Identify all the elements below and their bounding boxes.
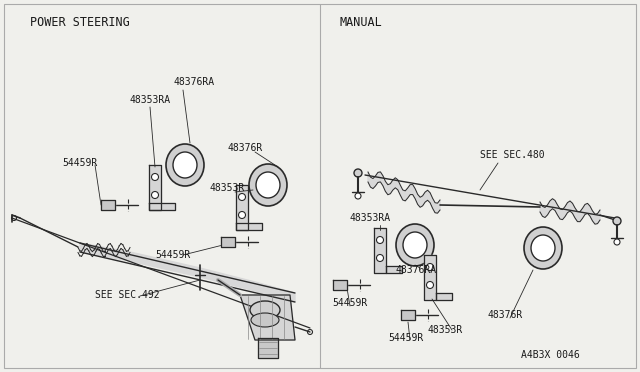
Ellipse shape [152,173,159,180]
Polygon shape [368,172,440,213]
Ellipse shape [173,152,197,178]
Ellipse shape [376,237,383,244]
Text: SEE SEC.480: SEE SEC.480 [480,150,545,160]
Text: POWER STEERING: POWER STEERING [30,16,130,29]
Polygon shape [386,266,402,273]
Text: 54459R: 54459R [332,298,367,308]
Text: 54459R: 54459R [388,333,423,343]
Polygon shape [236,223,262,230]
Text: 48376RA: 48376RA [173,77,214,87]
Ellipse shape [524,227,562,269]
Polygon shape [374,228,386,273]
Ellipse shape [426,263,433,270]
Polygon shape [236,185,248,230]
Ellipse shape [403,232,427,258]
Polygon shape [436,293,452,300]
Polygon shape [258,338,278,358]
Ellipse shape [354,169,362,177]
Ellipse shape [614,239,620,245]
Polygon shape [240,295,295,340]
Ellipse shape [106,202,111,208]
Text: 48353RA: 48353RA [350,213,391,223]
Ellipse shape [376,254,383,262]
Polygon shape [221,237,235,247]
Text: 48353RA: 48353RA [130,95,171,105]
Ellipse shape [250,301,280,319]
Text: 48376RA: 48376RA [395,265,436,275]
Polygon shape [540,199,600,224]
Ellipse shape [613,217,621,225]
Polygon shape [333,280,347,290]
Polygon shape [101,200,115,210]
Ellipse shape [251,313,279,327]
Text: 48376R: 48376R [488,310,524,320]
Ellipse shape [239,212,246,218]
Text: 48376R: 48376R [228,143,263,153]
Ellipse shape [406,312,410,317]
Polygon shape [149,203,175,210]
Text: 54459R: 54459R [155,250,190,260]
Text: 48353R: 48353R [210,183,245,193]
Text: 54459R: 54459R [62,158,97,168]
Polygon shape [424,255,436,300]
Text: MANUAL: MANUAL [340,16,383,29]
Ellipse shape [426,282,433,289]
Polygon shape [80,243,295,302]
Ellipse shape [249,164,287,206]
Ellipse shape [337,282,342,288]
Text: A4B3X 0046: A4B3X 0046 [521,350,580,360]
Polygon shape [149,165,161,210]
Ellipse shape [355,193,361,199]
Text: 48353R: 48353R [428,325,463,335]
Ellipse shape [239,193,246,201]
Ellipse shape [256,172,280,198]
Polygon shape [401,310,415,320]
Text: SEE SEC.492: SEE SEC.492 [95,290,159,300]
Ellipse shape [396,224,434,266]
Ellipse shape [152,192,159,199]
Ellipse shape [166,144,204,186]
Ellipse shape [531,235,555,261]
Ellipse shape [225,240,230,244]
